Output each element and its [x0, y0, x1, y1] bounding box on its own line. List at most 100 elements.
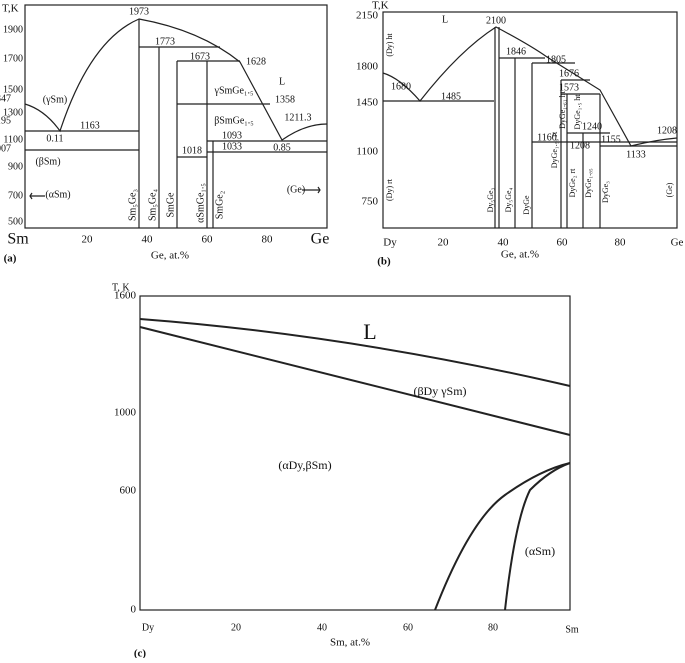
axis-title: Ge, at.%: [501, 249, 539, 261]
y-tick-label: 1900: [3, 24, 23, 35]
x-tick-label: Sm: [7, 231, 29, 248]
annotation: SmGe: [165, 192, 176, 218]
annotation: 1208: [570, 140, 590, 151]
annotation: SmGe₂: [214, 191, 225, 220]
x-tick-label: Ge: [671, 237, 684, 249]
panel-label: (b): [377, 256, 391, 268]
panel-b-lines: [382, 11, 678, 229]
x-tick-label: 20: [438, 237, 450, 249]
y-tick-label: 0: [131, 604, 137, 616]
panel-label: (c): [134, 648, 147, 658]
x-tick-label: 80: [615, 237, 627, 249]
annotation: (γSm): [43, 94, 67, 105]
annotation: 1093: [222, 130, 242, 141]
annotation: 1680: [391, 81, 411, 92]
x-tick-label: 60: [557, 237, 569, 249]
x-tick-label: Dy: [142, 622, 154, 633]
y-tick-label: 900: [8, 161, 23, 172]
annotation: Sm₅Ge₃: [127, 189, 138, 221]
annotation: (αDy,βSm): [278, 458, 331, 472]
annotation: DyGe₂ rt: [568, 168, 577, 198]
annotation: 1973: [129, 6, 149, 17]
annotation: 1240: [582, 121, 602, 132]
y-tick-label: 1450: [356, 97, 379, 109]
y-tick-label: 1300: [3, 107, 23, 118]
annotation: γSmGe₁.₅: [214, 85, 254, 96]
annotation: DyGe₁.₅₉ rt: [550, 131, 559, 168]
annotation: (βSm): [35, 156, 60, 167]
axis-title: Ge, at.%: [151, 250, 189, 262]
annotation: DyGe₁.₅ ht: [573, 94, 582, 130]
annotation: (Ge): [287, 184, 305, 195]
x-tick-label: Sm: [565, 624, 579, 635]
x-tick-label: 60: [403, 622, 413, 633]
annotation: 1628: [246, 56, 266, 67]
annotation: 2100: [486, 15, 506, 26]
annotation: Sm₅Ge₄: [147, 189, 158, 221]
annotation: 1033: [222, 141, 242, 152]
panel-c-lines: [139, 295, 571, 611]
x-tick-label: 20: [231, 622, 241, 633]
annotation: αSmGe₁.₅: [195, 183, 206, 223]
annotation: (Ge): [665, 182, 674, 197]
annotation: 1573: [559, 82, 579, 93]
annotation: (αSm): [45, 189, 70, 200]
annotation: 1155: [601, 134, 621, 145]
annotation: 1485: [441, 91, 461, 102]
panel-a-lines: [24, 4, 328, 229]
annotation: 1773: [155, 36, 175, 47]
annotation: 1195: [0, 115, 11, 126]
y-tick-label: 1500: [3, 84, 23, 95]
annotation: 1358: [275, 94, 295, 105]
axis-title: Sm, at.%: [330, 637, 370, 649]
axis-title: T, K: [112, 282, 130, 293]
axis-title: T,K: [372, 0, 389, 12]
annotation: 1163: [80, 120, 100, 131]
annotation: DyGe: [522, 195, 531, 215]
y-tick-label: 1100: [3, 134, 23, 145]
y-tick-label: 600: [120, 485, 137, 497]
x-tick-label: 80: [488, 622, 498, 633]
x-tick-label: Dy: [383, 237, 397, 249]
annotation: Dy₅Ge₃: [486, 187, 495, 212]
x-tick-label: 60: [202, 234, 214, 246]
axis-title: T,K: [2, 3, 19, 15]
x-tick-label: 20: [82, 234, 94, 246]
x-tick-label: 40: [317, 622, 327, 633]
panel-label: (a): [4, 253, 17, 265]
annotation: 1846: [506, 46, 526, 57]
y-tick-label: 1000: [114, 407, 137, 419]
annotation: 1676: [559, 68, 579, 79]
annotation: 1805: [546, 54, 566, 65]
annotation: 0.11: [46, 133, 63, 144]
annotation: 1208: [657, 125, 677, 136]
x-tick-label: 40: [142, 234, 154, 246]
annotation: L: [279, 76, 285, 87]
annotation: 1018: [182, 145, 202, 156]
annotation: (Dy) rt: [385, 178, 394, 201]
annotation: (βDy γSm): [413, 384, 466, 398]
annotation: DyGe₁.₆₁ ht: [558, 90, 567, 128]
y-tick-label: 700: [8, 190, 23, 201]
annotation: (Dy) ht: [385, 33, 394, 57]
annotation: 1673: [190, 51, 210, 62]
x-tick-label: Ge: [311, 231, 330, 248]
y-tick-label: 2150: [356, 10, 379, 22]
annotation: Dy₅Ge₄: [504, 187, 513, 212]
annotation: 1211.3: [284, 112, 311, 123]
x-tick-label: 80: [262, 234, 274, 246]
annotation: 0.85: [273, 142, 291, 153]
annotation: L: [442, 14, 448, 25]
annotation: 1160: [537, 132, 557, 143]
y-tick-label: 1700: [3, 53, 23, 64]
annotation: DyGe₁.₈₅: [584, 168, 593, 198]
y-tick-label: 1600: [114, 290, 137, 302]
annotation: (αSm): [525, 544, 555, 558]
annotation: βSmGe₁.₅: [214, 115, 254, 126]
y-tick-label: 750: [362, 196, 379, 208]
x-tick-label: 40: [498, 237, 510, 249]
y-tick-label: 1100: [356, 146, 378, 158]
annotation: 1347: [0, 93, 11, 104]
annotation: DyGe₃: [601, 181, 610, 203]
